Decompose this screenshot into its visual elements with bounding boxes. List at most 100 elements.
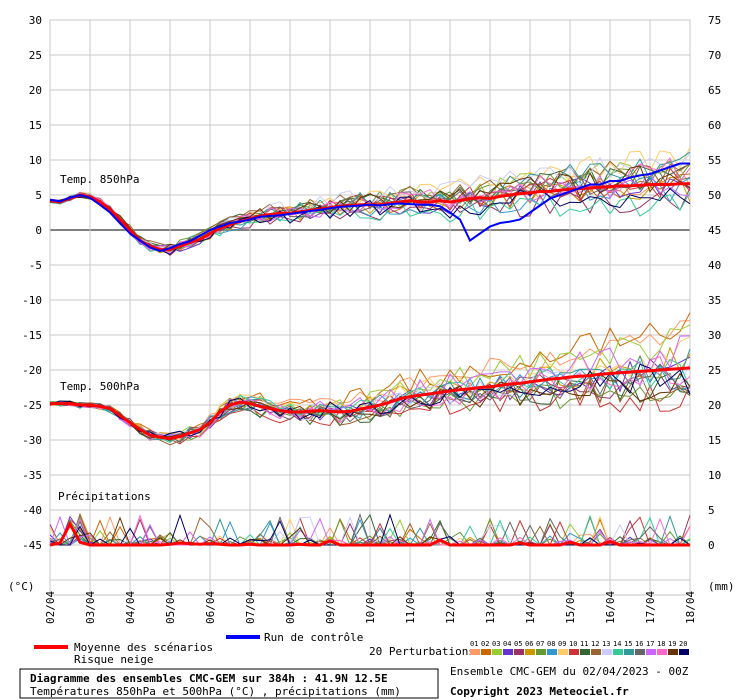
x-tick-label: 18/04 bbox=[684, 591, 697, 624]
x-tick-label: 12/04 bbox=[444, 591, 457, 624]
legend-perturbation-id-12: 12 bbox=[591, 640, 599, 648]
left-tick-label: 5 bbox=[35, 189, 42, 202]
left-axis-ticks: 30 25 20 15 10 5 0 -5 -10 -15 -20 -25 -30 -35 -40 -45 bbox=[22, 14, 42, 552]
legend-perturbation-swatch-09 bbox=[558, 649, 568, 655]
legend-perturbation-id-08: 08 bbox=[547, 640, 555, 648]
legend-perturbation-swatch-18 bbox=[657, 649, 667, 655]
left-tick-label: -30 bbox=[22, 434, 42, 447]
left-tick-label: -40 bbox=[22, 504, 42, 517]
right-tick-label: 65 bbox=[708, 84, 721, 97]
right-tick-label: 35 bbox=[708, 294, 721, 307]
x-tick-label: 08/04 bbox=[284, 591, 297, 624]
legend-perturbation-id-03: 03 bbox=[492, 640, 500, 648]
mean-line-precip bbox=[49, 520, 690, 547]
legend-perturbation-id-06: 06 bbox=[525, 640, 533, 648]
right-tick-label: 30 bbox=[708, 329, 721, 342]
legend-perturbation-swatch-04 bbox=[503, 649, 513, 655]
perturbation-15-t500 bbox=[49, 348, 691, 443]
footer-box bbox=[19, 668, 439, 699]
panel-label-t500: Temp. 500hPa bbox=[60, 380, 139, 393]
control-line-t850 bbox=[49, 162, 690, 253]
left-tick-label: -20 bbox=[22, 364, 42, 377]
grid bbox=[49, 19, 691, 596]
left-tick-label: -25 bbox=[22, 399, 42, 412]
mean-line-t500 bbox=[50, 366, 691, 441]
legend-perturbation-swatches: 01 02 03 04 05 06 07 08 09 10 11 12 13 14 15 16 17 18 19 20 bbox=[470, 640, 689, 655]
left-tick-label: -35 bbox=[22, 469, 42, 482]
x-tick-label: 11/04 bbox=[404, 591, 417, 624]
legend-perturbation-swatch-01 bbox=[470, 649, 480, 655]
legend-perturbation-id-14: 14 bbox=[613, 640, 621, 648]
left-tick-label: 15 bbox=[29, 119, 42, 132]
legend-mean-label: Moyenne des scénarios bbox=[74, 641, 213, 654]
right-tick-label: 20 bbox=[708, 399, 721, 412]
legend-perturbation-swatch-19 bbox=[668, 649, 678, 655]
perturbation-16-t850 bbox=[49, 165, 691, 249]
legend-perturbation-id-19: 19 bbox=[668, 640, 676, 648]
left-tick-label: -45 bbox=[22, 539, 42, 552]
x-tick-label: 06/04 bbox=[204, 591, 217, 624]
control-lines bbox=[49, 162, 690, 253]
legend-perturbation-swatch-16 bbox=[635, 649, 645, 655]
footer-title: Diagramme des ensembles CMC-GEM sur 384h… bbox=[30, 672, 388, 685]
legend-snow-label: Risque neige bbox=[74, 653, 153, 666]
legend-control-label: Run de contrôle bbox=[264, 631, 363, 644]
legend-perturbation-id-07: 07 bbox=[536, 640, 544, 648]
x-tick-label: 09/04 bbox=[324, 591, 337, 624]
x-axis-ticks: 02/04 03/04 04/04 05/04 06/04 07/04 08/04 09/04… bbox=[44, 591, 697, 624]
legend-perturbation-id-17: 17 bbox=[646, 640, 654, 648]
footer-subtitle: Températures 850hPa et 500hPa (°C) , pré… bbox=[30, 685, 401, 698]
legend-perturbation-id-11: 11 bbox=[580, 640, 588, 648]
x-tick-label: 02/04 bbox=[44, 591, 57, 624]
left-tick-label: 30 bbox=[29, 14, 42, 27]
x-tick-label: 03/04 bbox=[84, 591, 97, 624]
right-tick-label: 60 bbox=[708, 119, 721, 132]
legend-perturbations-label: 20 Perturbations bbox=[369, 645, 475, 658]
x-tick-label: 15/04 bbox=[564, 591, 577, 624]
legend-perturbation-swatch-14 bbox=[613, 649, 623, 655]
right-tick-label: 5 bbox=[708, 504, 715, 517]
x-tick-label: 17/04 bbox=[644, 591, 657, 624]
legend-perturbation-swatch-06 bbox=[525, 649, 535, 655]
perturbation-16-t500 bbox=[49, 363, 691, 444]
legend-perturbation-swatch-15 bbox=[624, 649, 634, 655]
right-tick-label: 55 bbox=[708, 154, 721, 167]
left-tick-label: 0 bbox=[35, 224, 42, 237]
left-tick-label: -5 bbox=[29, 259, 42, 272]
legend-perturbation-swatch-02 bbox=[481, 649, 491, 655]
x-tick-label: 05/04 bbox=[164, 591, 177, 624]
panel-label-t850: Temp. 850hPa bbox=[60, 173, 139, 186]
right-tick-label: 70 bbox=[708, 49, 721, 62]
legend-perturbation-swatch-07 bbox=[536, 649, 546, 655]
right-tick-label: 45 bbox=[708, 224, 721, 237]
legend-perturbation-id-01: 01 bbox=[470, 640, 478, 648]
legend-perturbation-id-05: 05 bbox=[514, 640, 522, 648]
right-tick-label: 25 bbox=[708, 364, 721, 377]
legend-perturbation-swatch-12 bbox=[591, 649, 601, 655]
footer-run: Ensemble CMC-GEM du 02/04/2023 - 00Z bbox=[450, 665, 689, 678]
legend-perturbation-swatch-05 bbox=[514, 649, 524, 655]
x-tick-label: 13/04 bbox=[484, 591, 497, 624]
left-tick-label: -10 bbox=[22, 294, 42, 307]
legend-perturbation-id-20: 20 bbox=[679, 640, 687, 648]
right-tick-label: 40 bbox=[708, 259, 721, 272]
x-tick-label: 16/04 bbox=[604, 591, 617, 624]
legend-perturbation-swatch-17 bbox=[646, 649, 656, 655]
legend-perturbation-id-16: 16 bbox=[635, 640, 643, 648]
legend-perturbation-id-10: 10 bbox=[569, 640, 577, 648]
x-tick-label: 04/04 bbox=[124, 591, 137, 624]
right-tick-label: 15 bbox=[708, 434, 721, 447]
legend-perturbation-swatch-08 bbox=[547, 649, 557, 655]
right-tick-label: 75 bbox=[708, 14, 721, 27]
legend-perturbation-id-18: 18 bbox=[657, 640, 665, 648]
panel-label-precip: Précipitations bbox=[58, 490, 151, 503]
left-axis-unit: (°C) bbox=[8, 580, 35, 593]
legend-perturbation-swatch-13 bbox=[602, 649, 612, 655]
right-tick-label: 50 bbox=[708, 189, 721, 202]
legend-perturbation-swatch-10 bbox=[569, 649, 579, 655]
legend-perturbation-id-02: 02 bbox=[481, 640, 489, 648]
left-tick-label: 10 bbox=[29, 154, 42, 167]
x-tick-label: 10/04 bbox=[364, 591, 377, 624]
legend-perturbation-id-04: 04 bbox=[503, 640, 511, 648]
